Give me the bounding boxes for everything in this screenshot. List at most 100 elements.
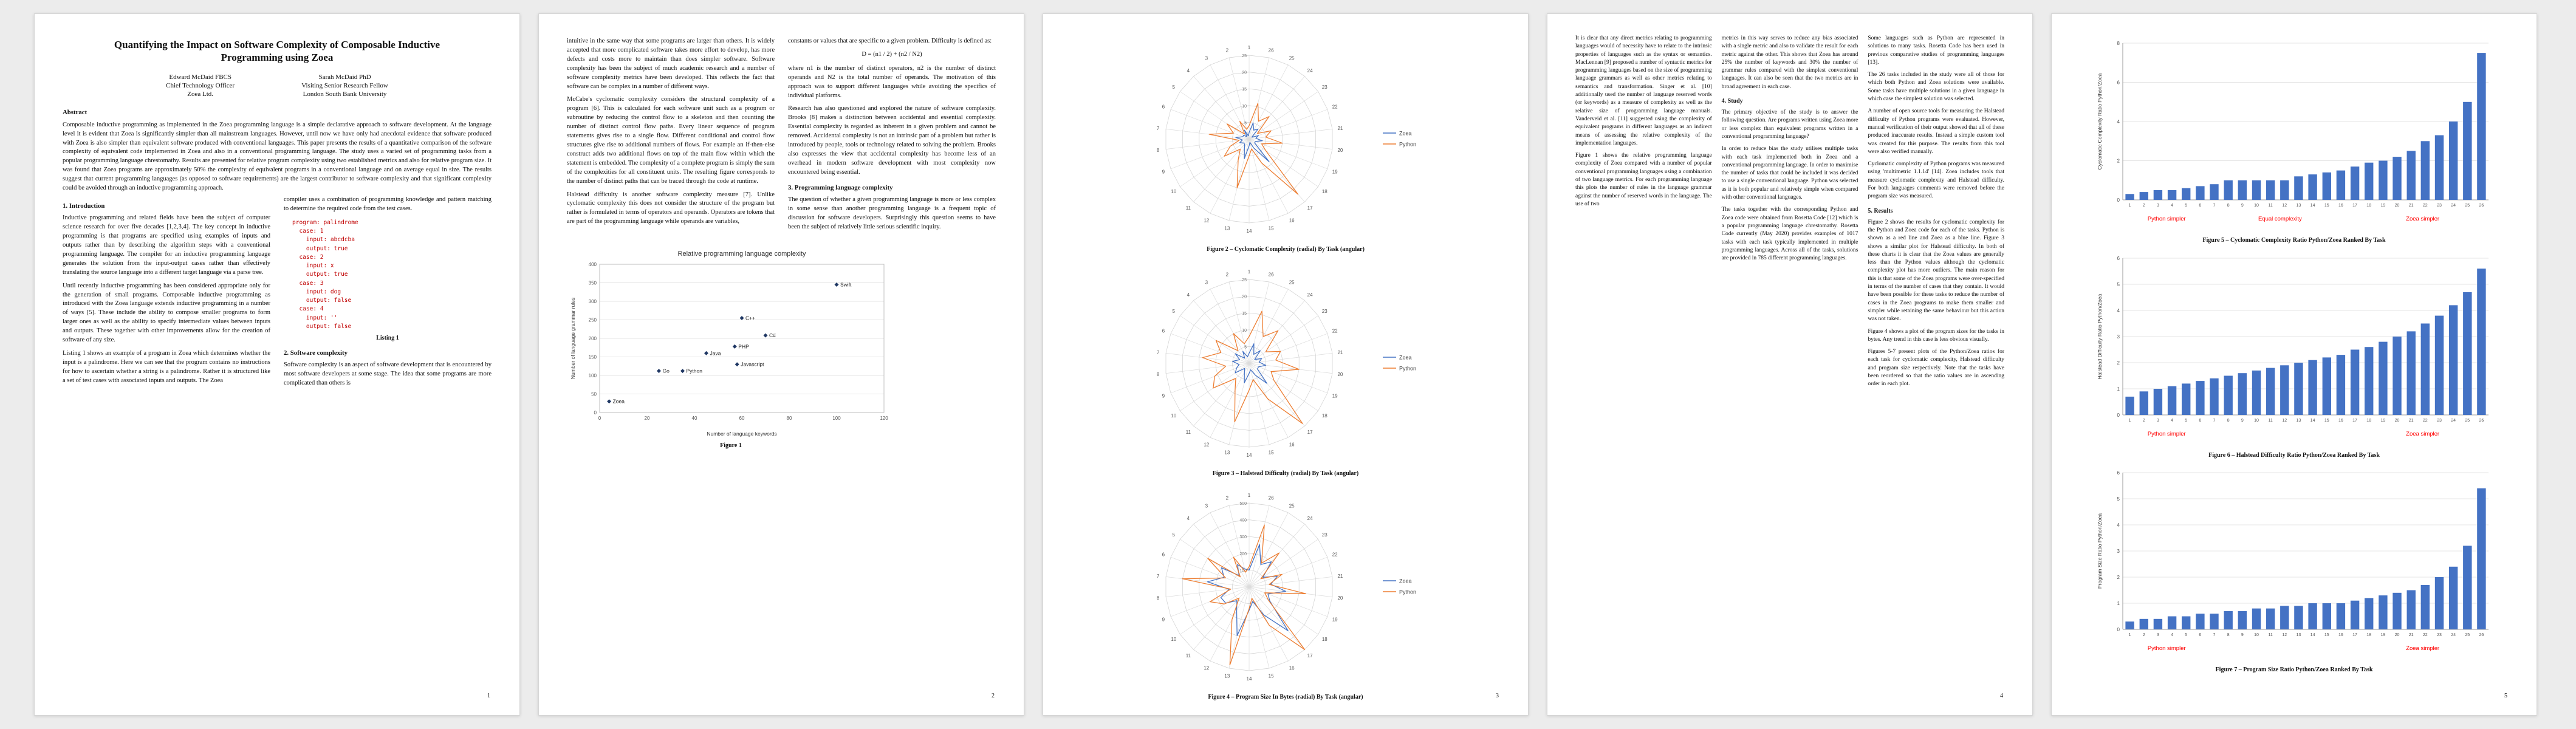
page-1: Quantifying the Impact on Software Compl… <box>34 13 520 716</box>
svg-text:4: 4 <box>2117 119 2120 125</box>
code-line: input: x <box>292 262 334 270</box>
svg-text:17: 17 <box>2352 633 2357 637</box>
svg-text:Zoea simpler: Zoea simpler <box>2406 645 2439 652</box>
page-4-col-3: Some languages such as Python are repres… <box>1868 35 2004 393</box>
svg-text:250: 250 <box>589 317 597 323</box>
svg-text:22: 22 <box>1332 552 1338 557</box>
author-1-name: Edward McDaid FBCS <box>169 73 232 81</box>
svg-text:1: 1 <box>2129 419 2131 423</box>
author-1-org: Zoea Ltd. <box>187 91 214 98</box>
svg-text:21: 21 <box>2409 419 2414 423</box>
svg-text:1: 1 <box>2117 601 2120 606</box>
svg-text:20: 20 <box>1242 295 1247 299</box>
page-4-col-1: It is clear that any direct metrics rela… <box>1575 35 1712 393</box>
svg-text:24: 24 <box>2451 204 2456 208</box>
svg-text:22: 22 <box>2423 204 2428 208</box>
page-2: intuitive in the same way that some prog… <box>538 13 1024 716</box>
figure-2-chart: 5 10 15 20 25 1 2 3 4 5 6 7 8 9 10 11 12 13 14 15 16 17 18 19 20… <box>1071 35 1500 244</box>
svg-text:2: 2 <box>2117 360 2120 366</box>
svg-text:10: 10 <box>1171 189 1176 194</box>
svg-text:Python simpler: Python simpler <box>2148 645 2186 652</box>
svg-text:6: 6 <box>2117 470 2120 476</box>
svg-text:11: 11 <box>2268 419 2272 423</box>
svg-text:25: 25 <box>1289 55 1295 61</box>
svg-text:7: 7 <box>1157 573 1160 579</box>
paragraph: Figure 4 shows a plot of the program siz… <box>1868 328 2005 343</box>
svg-text:17: 17 <box>1307 205 1313 211</box>
svg-text:16: 16 <box>1289 442 1295 447</box>
svg-text:20: 20 <box>1242 71 1247 75</box>
svg-text:9: 9 <box>1162 617 1165 623</box>
svg-text:26: 26 <box>1269 47 1274 53</box>
paragraph: The question of whether a given programm… <box>788 196 996 230</box>
svg-text:26: 26 <box>2479 204 2484 208</box>
section-5-heading: 5. Results <box>1868 207 1893 214</box>
svg-text:6: 6 <box>2117 80 2120 86</box>
svg-text:20: 20 <box>1337 372 1343 377</box>
section-4-heading: 4. Study <box>1721 98 1743 105</box>
svg-text:C++: C++ <box>745 315 755 321</box>
svg-text:4: 4 <box>2117 522 2120 528</box>
svg-text:20: 20 <box>2395 419 2400 423</box>
svg-text:C#: C# <box>769 332 776 338</box>
svg-text:22: 22 <box>2423 633 2428 637</box>
svg-text:200: 200 <box>1239 552 1247 556</box>
svg-text:Python: Python <box>687 368 703 374</box>
section-2-heading: 2. Software complexity <box>284 349 348 357</box>
svg-text:10: 10 <box>1242 328 1247 332</box>
svg-text:20: 20 <box>1337 595 1343 601</box>
svg-text:18: 18 <box>2366 633 2371 637</box>
svg-text:17: 17 <box>1307 653 1313 659</box>
page-4: It is clear that any direct metrics rela… <box>1547 13 2033 716</box>
paragraph: McCabe's cyclomatic complexity considers… <box>567 96 775 185</box>
svg-text:5: 5 <box>2185 633 2187 637</box>
svg-text:2: 2 <box>1226 495 1229 501</box>
svg-text:Cyclomatic Complexity Ratio Py: Cyclomatic Complexity Ratio Python/Zoea <box>2097 73 2103 169</box>
svg-text:10: 10 <box>1171 637 1176 642</box>
svg-text:500: 500 <box>1239 502 1247 506</box>
svg-text:11: 11 <box>1186 205 1191 211</box>
svg-text:24: 24 <box>2451 633 2456 637</box>
svg-text:24: 24 <box>2451 419 2456 423</box>
svg-text:12: 12 <box>1204 666 1209 671</box>
abstract-text: Composable inductive programming as impl… <box>63 121 492 192</box>
svg-text:1: 1 <box>1248 269 1251 275</box>
paragraph: In order to reduce bias the study utilis… <box>1721 146 1858 201</box>
svg-text:Number of language grammar rul: Number of language grammar rules <box>570 298 576 379</box>
svg-text:14: 14 <box>2311 419 2315 423</box>
svg-text:Zoea: Zoea <box>1399 131 1412 137</box>
svg-text:2: 2 <box>2117 159 2120 164</box>
svg-text:12: 12 <box>2282 419 2287 423</box>
page-2-col-2: constants or values that are specific to… <box>788 37 996 236</box>
paragraph: Cyclomatic complexity of Python programs… <box>1868 161 2005 200</box>
svg-text:23: 23 <box>1322 532 1327 538</box>
svg-text:21: 21 <box>2409 633 2414 637</box>
difficulty-formula: D = (n1 / 2) + (n2 / N2) <box>862 50 922 58</box>
figure-1-caption: Figure 1 <box>720 442 742 449</box>
paragraph: Software complexity is an aspect of soft… <box>284 361 492 386</box>
paragraph: Halstead difficulty is another software … <box>567 191 775 225</box>
svg-text:12: 12 <box>1204 218 1209 224</box>
code-line: case: 2 <box>292 253 324 261</box>
svg-text:3: 3 <box>2157 633 2159 637</box>
svg-text:4: 4 <box>2171 633 2173 637</box>
paragraph: The tasks together with the correspondin… <box>1721 207 1858 262</box>
paragraph: It is clear that any direct metrics rela… <box>1575 35 1712 146</box>
listing-1-caption: Listing 1 <box>376 335 399 342</box>
svg-text:2: 2 <box>1226 272 1229 277</box>
svg-text:8: 8 <box>2227 633 2230 637</box>
svg-text:4: 4 <box>2171 419 2173 423</box>
svg-text:21: 21 <box>1337 573 1343 579</box>
svg-text:23: 23 <box>2437 633 2442 637</box>
svg-text:16: 16 <box>1289 218 1295 224</box>
paragraph: The primary objective of the study is to… <box>1721 109 1858 140</box>
svg-text:Python: Python <box>1399 589 1416 595</box>
svg-text:150: 150 <box>589 354 597 360</box>
paragraph: Figure 1 shows the relative programming … <box>1575 152 1712 207</box>
svg-text:6: 6 <box>2199 204 2201 208</box>
svg-text:8: 8 <box>2227 419 2230 423</box>
svg-text:Equal complexity: Equal complexity <box>2258 216 2302 222</box>
svg-text:15: 15 <box>1269 226 1274 231</box>
page-1-col-2: compiler uses a combination of programmi… <box>284 196 492 392</box>
